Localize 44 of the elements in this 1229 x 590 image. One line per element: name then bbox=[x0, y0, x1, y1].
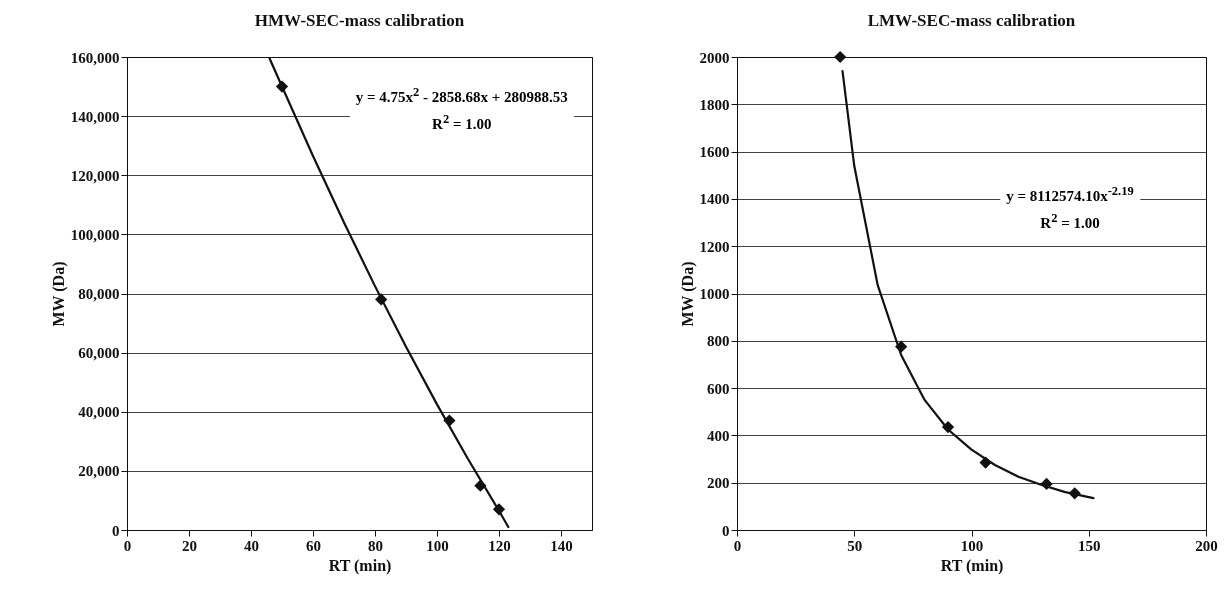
annotation: y = 4.75x$^{2}$ - 2858.68x + 280988.53 bbox=[355, 83, 568, 107]
chart-title: LMW-SEC-mass calibration bbox=[867, 11, 1076, 30]
y-tick-label: 800 bbox=[707, 333, 730, 350]
y-tick-label: 400 bbox=[707, 427, 730, 444]
x-tick-label: 0 bbox=[733, 537, 742, 554]
point bbox=[834, 50, 847, 64]
y-tick-label: 1000 bbox=[699, 286, 730, 302]
y-tick-label: 140,000 bbox=[70, 108, 120, 125]
x-tick-label: 100 bbox=[426, 537, 449, 554]
y-tick-label: 600 bbox=[707, 380, 730, 397]
y-tick-label: 1400 bbox=[699, 191, 730, 208]
x-tick-label: 20 bbox=[182, 537, 197, 554]
y-tick-label: 1200 bbox=[699, 238, 730, 255]
x-axis-title: RT (min) bbox=[328, 556, 392, 575]
x-tick-label: 60 bbox=[306, 537, 321, 554]
x-tick-label: 150 bbox=[1078, 537, 1101, 554]
x-tick-label: 40 bbox=[244, 537, 259, 554]
y-tick-label: 0 bbox=[112, 522, 120, 539]
y-tick-label: 2000 bbox=[699, 49, 730, 66]
chart-title: HMW-SEC-mass calibration bbox=[254, 11, 465, 30]
y-tick-label: 40,000 bbox=[78, 404, 120, 421]
x-tick-label: 100 bbox=[960, 537, 984, 554]
x-tick-label: 200 bbox=[1195, 537, 1218, 554]
y-tick-label: 80,000 bbox=[78, 286, 120, 302]
x-tick-label: 0 bbox=[123, 537, 132, 554]
annotation: R$^{2}$ = 1.00 bbox=[1039, 209, 1101, 233]
annotation: y = 8112574.10x$^{-2.19}$ bbox=[1006, 182, 1134, 206]
y-tick-label: 120,000 bbox=[70, 167, 120, 184]
x-tick-label: 140 bbox=[550, 537, 573, 554]
y-tick-label: 60,000 bbox=[78, 345, 120, 362]
y-tick-label: 1800 bbox=[699, 96, 730, 113]
x-tick-label: 80 bbox=[368, 537, 383, 554]
y-tick-label: 20,000 bbox=[78, 463, 120, 480]
y-tick-label: 160,000 bbox=[70, 49, 120, 66]
y-tick-label: 200 bbox=[707, 475, 730, 492]
x-tick-label: 120 bbox=[488, 537, 511, 554]
y-tick-label: 100,000 bbox=[70, 226, 120, 243]
y-tick-label: 1600 bbox=[699, 144, 730, 161]
y-axis-title: MW (Da) bbox=[678, 261, 697, 327]
annotation: R$^{2}$ = 1.00 bbox=[431, 110, 493, 134]
x-tick-label: 50 bbox=[847, 537, 863, 554]
y-axis-title: MW (Da) bbox=[49, 261, 68, 327]
y-tick-label: 0 bbox=[722, 522, 730, 539]
x-axis-title: RT (min) bbox=[940, 556, 1004, 575]
